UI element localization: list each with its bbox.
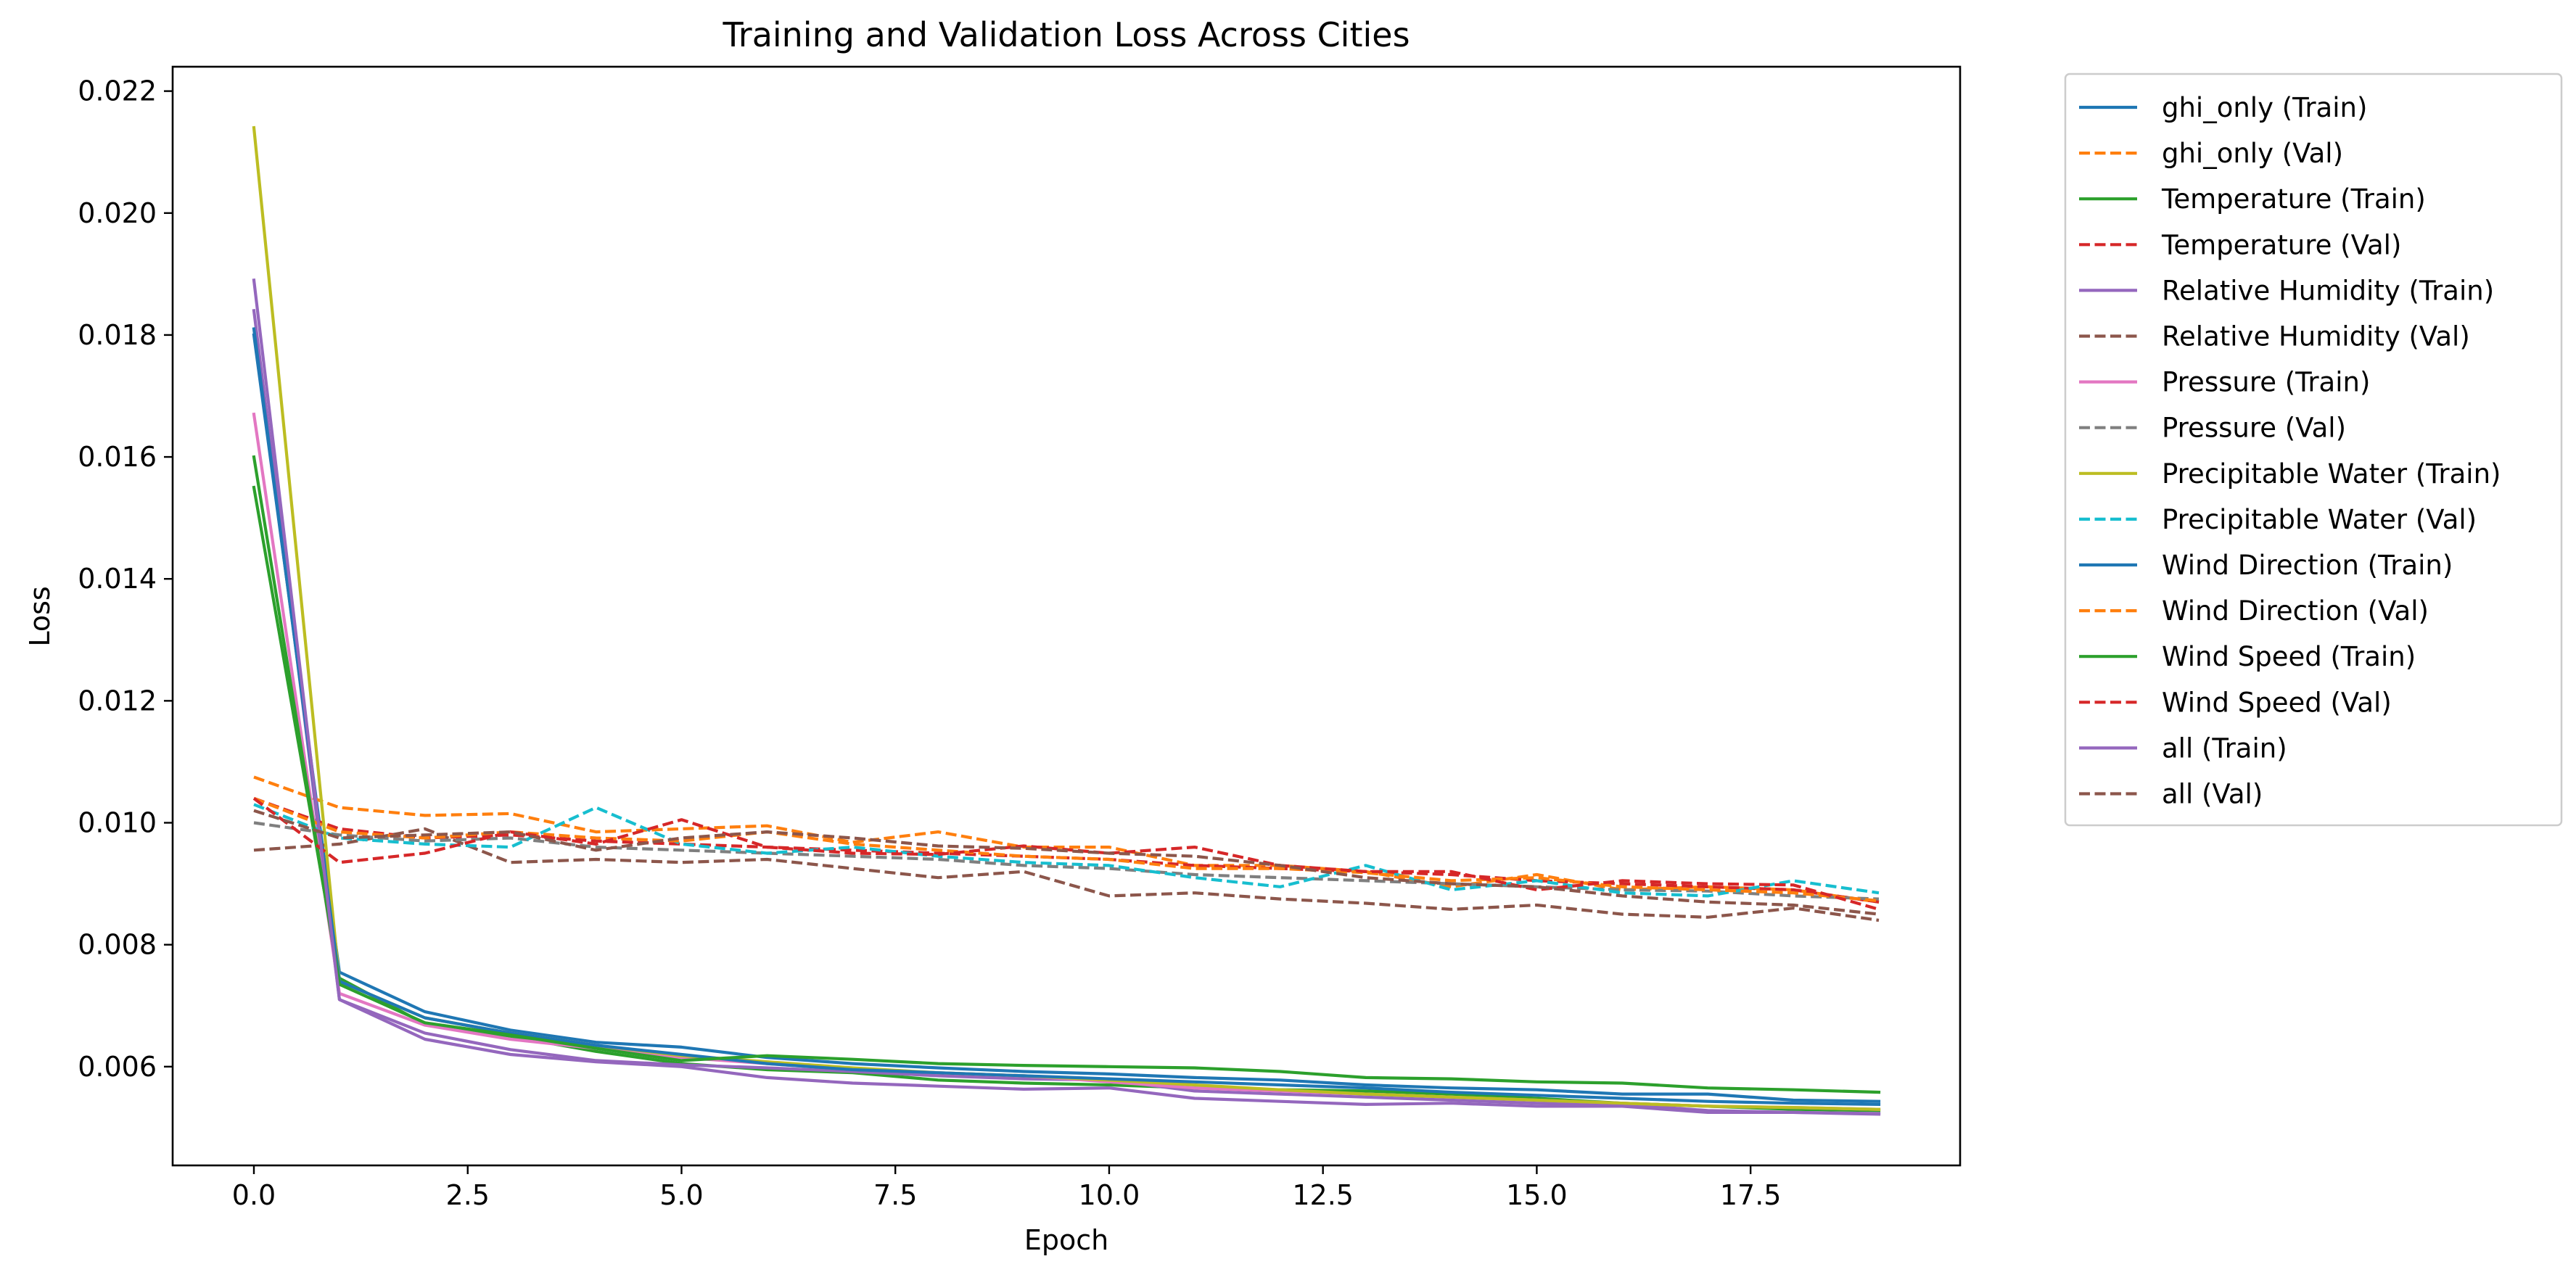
legend-label-2: Temperature (Train): [2161, 183, 2426, 215]
legend-frame: [2064, 73, 2563, 827]
legend-label-7: Pressure (Val): [2162, 413, 2346, 444]
x-tick-label: 12.5: [1292, 1179, 1354, 1211]
plot-frame: [171, 65, 1962, 1167]
x-tick-label: 0.0: [232, 1179, 276, 1211]
x-tick-label: 17.5: [1720, 1179, 1782, 1211]
legend-label-3: Temperature (Val): [2161, 229, 2401, 260]
x-axis-label: Epoch: [1024, 1224, 1108, 1256]
x-axis: 0.0 2.5 5.0 7.5 10.0 12.5 15.0 17.5: [232, 1165, 1782, 1211]
legend-label-1: ghi_only (Val): [2162, 138, 2343, 169]
y-axis-label: Loss: [24, 586, 56, 646]
y-tick-label: 0.010: [78, 807, 157, 839]
legend-label-6: Pressure (Train): [2162, 367, 2370, 398]
chart-title: Training and Validation Loss Across Citi…: [722, 15, 1410, 54]
x-tick-label: 5.0: [659, 1179, 703, 1211]
x-tick-label: 10.0: [1079, 1179, 1140, 1211]
legend-label-8: Precipitable Water (Train): [2162, 458, 2501, 490]
legend-label-14: all (Train): [2162, 732, 2287, 764]
series-line-10: [252, 327, 1881, 1107]
series-line-15: [253, 809, 1880, 916]
legend-label-10: Wind Direction (Train): [2162, 550, 2453, 581]
x-tick-label: 15.0: [1506, 1179, 1568, 1211]
y-tick-label: 0.006: [78, 1051, 157, 1083]
legend-label-0: ghi_only (Train): [2162, 92, 2367, 123]
series-line-14: [252, 278, 1881, 1116]
y-axis: 0.006 0.008 0.010 0.012 0.014 0.016 0.018 0.020…: [78, 75, 173, 1083]
x-tick-label: 2.5: [446, 1179, 490, 1211]
legend: ghi_only (Train) ghi_only (Val) Temperatur…: [2064, 73, 2563, 827]
legend-label-5: Relative Humidity (Val): [2162, 321, 2470, 352]
series-line-9: [253, 803, 1880, 898]
series-line-0: [252, 333, 1881, 1103]
y-tick-label: 0.022: [78, 75, 157, 107]
series-line-11: [253, 796, 1880, 903]
legend-label-11: Wind Direction (Val): [2162, 595, 2429, 627]
series-line-7: [253, 821, 1880, 901]
legend-label-13: Wind Speed (Val): [2162, 687, 2392, 718]
x-tick-label: 7.5: [873, 1179, 917, 1211]
y-tick-label: 0.012: [78, 685, 157, 717]
legend-label-4: Relative Humidity (Train): [2162, 275, 2494, 306]
series-line-12: [252, 455, 1881, 1094]
y-tick-label: 0.016: [78, 441, 157, 473]
y-tick-label: 0.020: [78, 197, 157, 229]
y-tick-label: 0.008: [78, 929, 157, 961]
legend-label-12: Wind Speed (Train): [2162, 641, 2416, 672]
plot-lines: [252, 125, 1881, 1116]
legend-label-9: Precipitable Water (Val): [2162, 504, 2477, 535]
y-tick-label: 0.018: [78, 319, 157, 351]
y-tick-label: 0.014: [78, 563, 157, 595]
legend-label-15: all (Val): [2162, 779, 2263, 810]
